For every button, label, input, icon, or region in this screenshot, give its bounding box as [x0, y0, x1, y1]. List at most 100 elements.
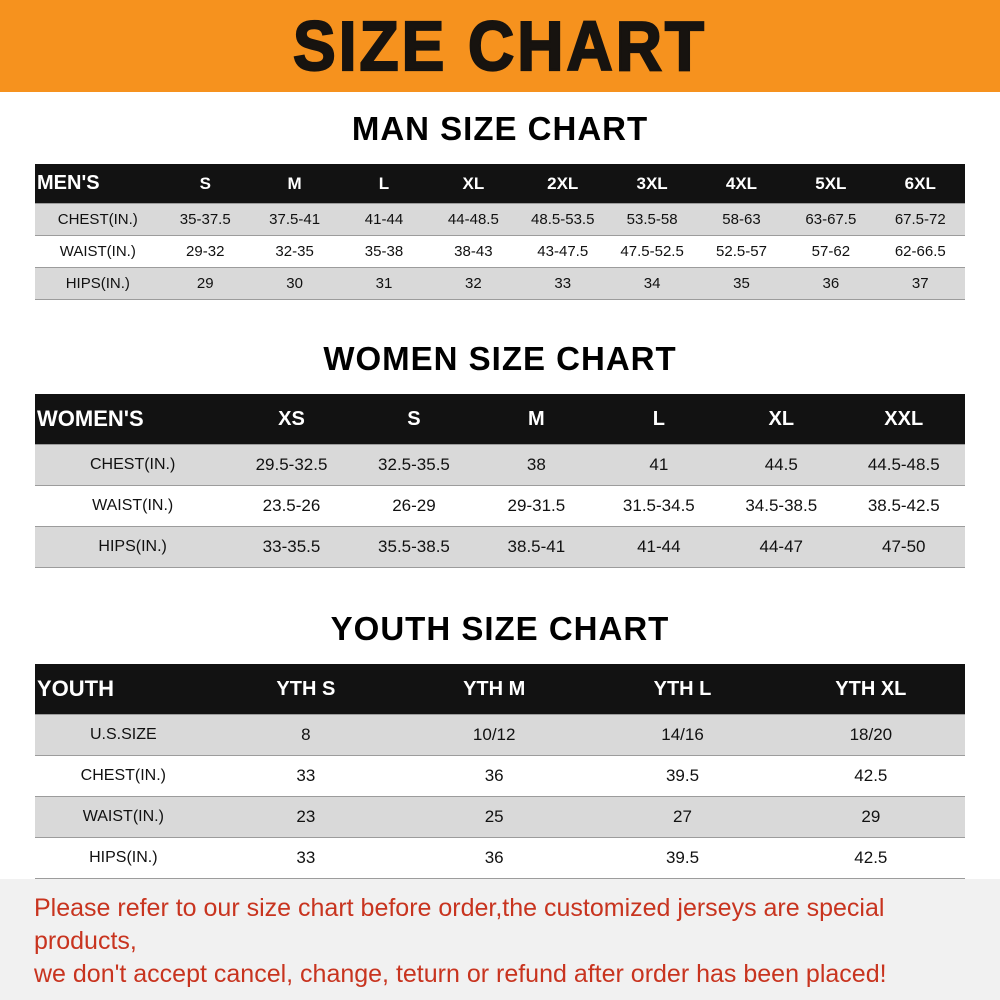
cell-value: 52.5-57	[716, 243, 767, 260]
cell-value: 48.5-53.5	[531, 211, 595, 228]
page-title: SIZE CHART	[292, 6, 707, 86]
mens-col-3xl: 3XL	[636, 173, 668, 193]
womens-header-row: WOMEN'S XS S M L XL XXL	[35, 394, 965, 445]
mens-col-6xl: 6XL	[904, 173, 936, 193]
womens-col-l: L	[652, 407, 665, 430]
disclaimer: Please refer to our size chart before or…	[0, 879, 1000, 1000]
cell-value: 18/20	[849, 725, 893, 744]
youth-heading: YOUTH SIZE CHART	[330, 610, 670, 647]
cell-value: 44.5	[764, 455, 798, 474]
mens-row-waist-in: WAIST(IN.) 29-32 32-35 35-38 38-43 43-47.5 47.…	[35, 235, 965, 268]
cell-value: 32.5-35.5	[378, 455, 450, 474]
cell-value: 29-32	[186, 243, 225, 260]
disclaimer-line-2: we don't accept cancel, change, teturn o…	[34, 960, 887, 988]
cell-value: 35-37.5	[179, 211, 231, 228]
cell-value: 33-35.5	[262, 537, 321, 556]
youth-header-label: YOUTH	[37, 676, 114, 701]
youth-col-yth-m: YTH M	[463, 677, 526, 700]
mens-col-2xl: 2XL	[547, 173, 579, 193]
cell-value: 36	[822, 275, 840, 292]
cell-value: 41	[649, 455, 669, 474]
cell-value: 37	[911, 275, 929, 292]
cell-value: 26-29	[392, 496, 436, 515]
row-label: WAIST(IN.)	[82, 808, 164, 825]
cell-value: 41-44	[364, 211, 404, 228]
cell-value: 41-44	[637, 537, 681, 556]
cell-value: 38	[526, 455, 546, 474]
cell-value: 31	[375, 275, 393, 292]
row-label: HIPS(IN.)	[89, 849, 158, 866]
row-label: CHEST(IN.)	[80, 767, 166, 784]
cell-value: 32-35	[275, 243, 314, 260]
cell-value: 14/16	[661, 725, 704, 744]
cell-value: 42.5	[854, 766, 888, 785]
mens-col-xl: XL	[462, 173, 485, 193]
youth-col-yth-xl: YTH XL	[835, 677, 907, 700]
womens-col-xl: XL	[768, 407, 795, 430]
cell-value: 35.5-38.5	[378, 537, 450, 556]
womens-header-label: WOMEN'S	[37, 406, 144, 431]
disclaimer-line-1: Please refer to our size chart before or…	[34, 894, 885, 955]
cell-value: 25	[484, 807, 504, 826]
cell-value: 33	[296, 766, 316, 785]
youth-col-yth-s: YTH S	[276, 677, 336, 700]
cell-value: 36	[484, 848, 504, 867]
cell-value: 27	[673, 807, 692, 826]
row-label: WAIST(IN.)	[59, 243, 136, 260]
womens-col-xxl: XXL	[884, 407, 924, 430]
cell-value: 33	[296, 848, 316, 867]
row-label: HIPS(IN.)	[65, 275, 130, 292]
mens-heading: MAN SIZE CHART	[351, 110, 649, 147]
youth-row-chest-in: CHEST(IN.) 33 36 39.5 42.5	[35, 755, 965, 797]
youth-section: YOUTH SIZE CHART YOUTH YTH S YTH M YTH L YTH …	[0, 610, 1000, 879]
cell-value: 38-43	[454, 243, 493, 260]
row-label: HIPS(IN.)	[98, 538, 167, 555]
cell-value: 37.5-41	[269, 211, 321, 228]
mens-col-m: M	[287, 173, 302, 193]
cell-value: 47-50	[882, 537, 926, 556]
cell-value: 44-47	[759, 537, 803, 556]
womens-col-s: S	[407, 407, 421, 430]
cell-value: 8	[301, 725, 311, 744]
cell-value: 29-31.5	[507, 496, 566, 515]
cell-value: 44-48.5	[447, 211, 499, 228]
mens-col-s: S	[199, 173, 211, 193]
cell-value: 67.5-72	[894, 211, 946, 228]
cell-value: 39.5	[665, 766, 700, 785]
womens-row-hips-in: HIPS(IN.) 33-35.5 35.5-38.5 38.5-41 41-44 44-…	[35, 526, 965, 568]
cell-value: 10/12	[472, 725, 516, 744]
womens-heading: WOMEN SIZE CHART	[323, 340, 677, 377]
cell-value: 38.5-42.5	[867, 496, 940, 515]
row-label: WAIST(IN.)	[92, 497, 174, 514]
cell-value: 47.5-52.5	[620, 243, 684, 260]
cell-value: 58-63	[722, 211, 761, 228]
cell-value: 42.5	[854, 848, 888, 867]
mens-section: MAN SIZE CHART MEN'S S M L XL 2XL 3XL 4XL 5XL 6XL C…	[0, 110, 1000, 300]
cell-value: 63-67.5	[805, 211, 857, 228]
mens-row-chest-in: CHEST(IN.) 35-37.5 37.5-41 41-44 44-48.5 48.5…	[35, 203, 965, 236]
womens-col-xs: XS	[278, 407, 305, 430]
womens-section: WOMEN SIZE CHART WOMEN'S XS S M L XL XXL CHEST(I…	[0, 340, 1000, 568]
mens-col-5xl: 5XL	[815, 173, 847, 193]
youth-row-waist-in: WAIST(IN.) 23 25 27 29	[35, 796, 965, 838]
cell-value: 53.5-58	[626, 211, 678, 228]
cell-value: 29.5-32.5	[255, 455, 328, 474]
banner: SIZE CHART	[0, 0, 1000, 92]
mens-header-label: MEN'S	[37, 172, 100, 194]
cell-value: 38.5-41	[507, 537, 566, 556]
womens-table: WOMEN'S XS S M L XL XXL CHEST(IN.) 29.5-32.5 32.5…	[35, 394, 965, 568]
size-chart-sections: MAN SIZE CHART MEN'S S M L XL 2XL 3XL 4XL 5XL 6XL C…	[0, 92, 1000, 879]
mens-col-l: L	[378, 173, 390, 193]
cell-value: 35	[733, 275, 750, 292]
cell-value: 30	[286, 275, 303, 292]
cell-value: 23	[296, 807, 316, 826]
mens-header-row: MEN'S S M L XL 2XL 3XL 4XL 5XL 6XL	[35, 164, 965, 204]
mens-row-hips-in: HIPS(IN.) 29 30 31 32 33 34 35 36 37	[35, 267, 965, 300]
cell-value: 33	[554, 275, 572, 292]
womens-col-m: M	[528, 407, 545, 430]
cell-value: 32	[465, 275, 482, 292]
cell-value: 31.5-34.5	[622, 496, 695, 515]
row-label: U.S.SIZE	[90, 726, 157, 743]
cell-value: 39.5	[665, 848, 700, 867]
